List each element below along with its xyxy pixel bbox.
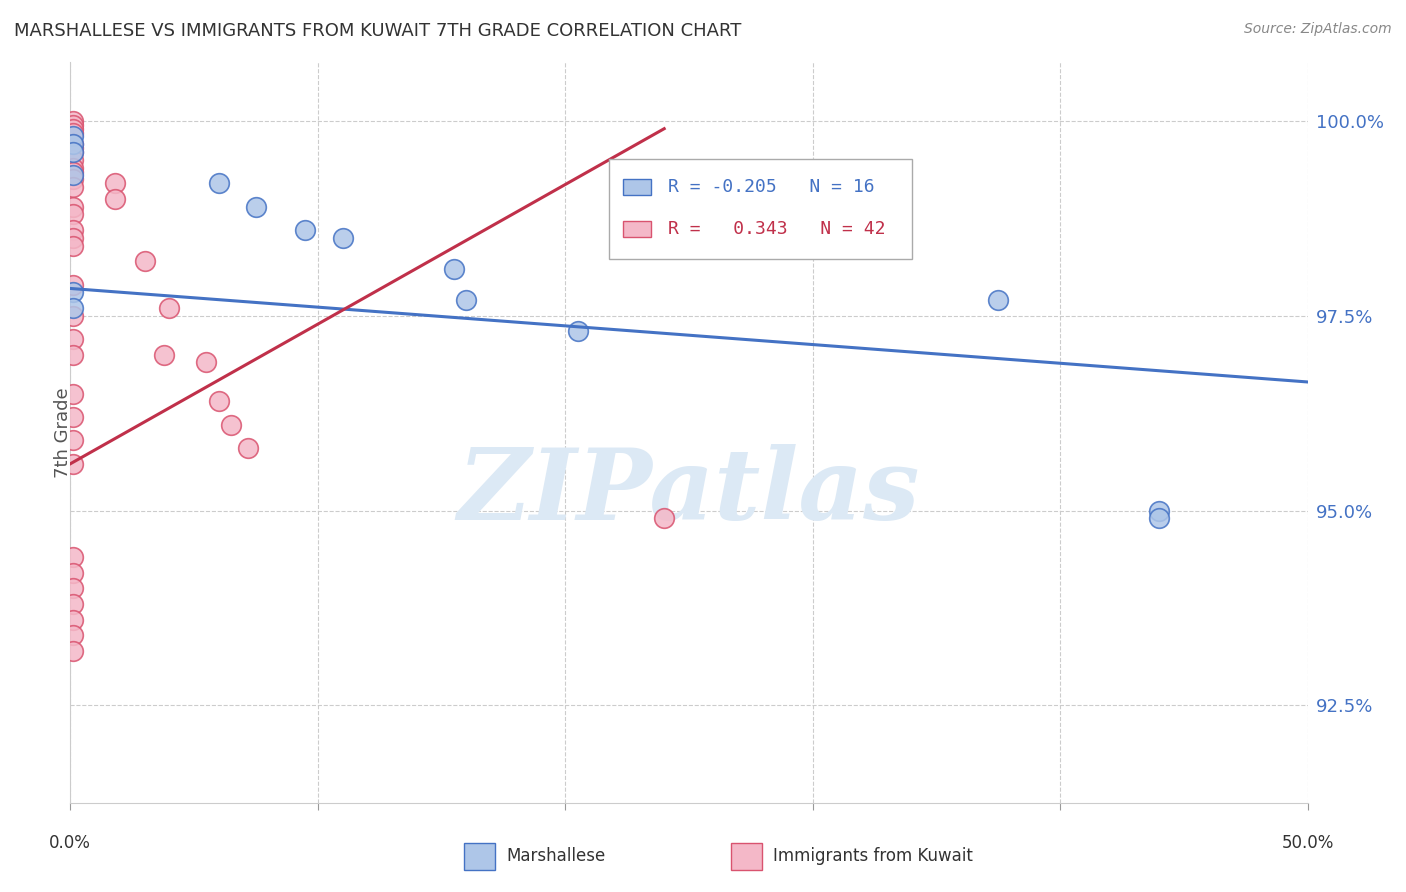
Point (62, 126, 84, 140)
Point (62, 410, 84, 425)
Point (62, 566, 84, 580)
Bar (623, 178, 651, 195)
Point (157, 301, 180, 315)
Point (62, 457, 84, 471)
Point (62, 141, 84, 155)
Point (62, 180, 84, 194)
Point (62, 114, 84, 128)
Point (62, 582, 84, 596)
Point (62, 386, 84, 401)
Point (62, 200, 84, 214)
Point (1147, 511, 1170, 525)
Y-axis label: 7th Grade: 7th Grade (55, 387, 72, 478)
Point (62, 277, 84, 292)
Point (62, 644, 84, 658)
Point (62, 434, 84, 448)
Point (456, 293, 478, 307)
Point (987, 293, 1010, 307)
Point (245, 200, 267, 214)
Point (62, 121, 84, 136)
Point (62, 348, 84, 362)
Point (62, 628, 84, 642)
Point (62, 129, 84, 144)
Point (104, 192, 127, 206)
Bar (623, 221, 651, 237)
Point (62, 172, 84, 186)
Point (62, 301, 84, 315)
Point (153, 348, 176, 362)
Point (62, 597, 84, 611)
Point (62, 161, 84, 175)
Point (652, 511, 675, 525)
Text: 0.0%: 0.0% (49, 834, 91, 852)
Point (62, 153, 84, 167)
Point (238, 441, 260, 455)
Point (195, 355, 218, 369)
Point (62, 145, 84, 159)
Point (332, 231, 354, 245)
Point (62, 309, 84, 323)
Text: Source: ZipAtlas.com: Source: ZipAtlas.com (1244, 22, 1392, 37)
Point (62, 550, 84, 565)
Point (294, 223, 316, 237)
Text: Immigrants from Kuwait: Immigrants from Kuwait (773, 847, 973, 865)
Point (62, 137, 84, 152)
Point (62, 332, 84, 346)
Point (62, 238, 84, 252)
Point (62, 223, 84, 237)
Text: ZIPatlas: ZIPatlas (458, 443, 920, 540)
Point (62, 231, 84, 245)
Point (62, 613, 84, 627)
Text: 50.0%: 50.0% (1281, 834, 1334, 852)
Text: Marshallese: Marshallese (506, 847, 606, 865)
Point (104, 176, 127, 190)
Point (443, 262, 465, 277)
Point (1147, 503, 1170, 517)
Point (62, 118, 84, 132)
Point (62, 169, 84, 183)
Text: R = -0.205   N = 16: R = -0.205 N = 16 (668, 178, 875, 196)
Point (134, 254, 156, 268)
Point (62, 164, 84, 178)
Point (567, 324, 589, 338)
Text: R =   0.343   N = 42: R = 0.343 N = 42 (668, 220, 886, 238)
Point (208, 394, 231, 409)
Point (62, 285, 84, 300)
Point (219, 417, 242, 432)
Point (208, 176, 231, 190)
Point (62, 207, 84, 221)
Point (62, 137, 84, 152)
Text: MARSHALLESE VS IMMIGRANTS FROM KUWAIT 7TH GRADE CORRELATION CHART: MARSHALLESE VS IMMIGRANTS FROM KUWAIT 7T… (14, 22, 741, 40)
Point (62, 145, 84, 159)
FancyBboxPatch shape (609, 159, 911, 259)
